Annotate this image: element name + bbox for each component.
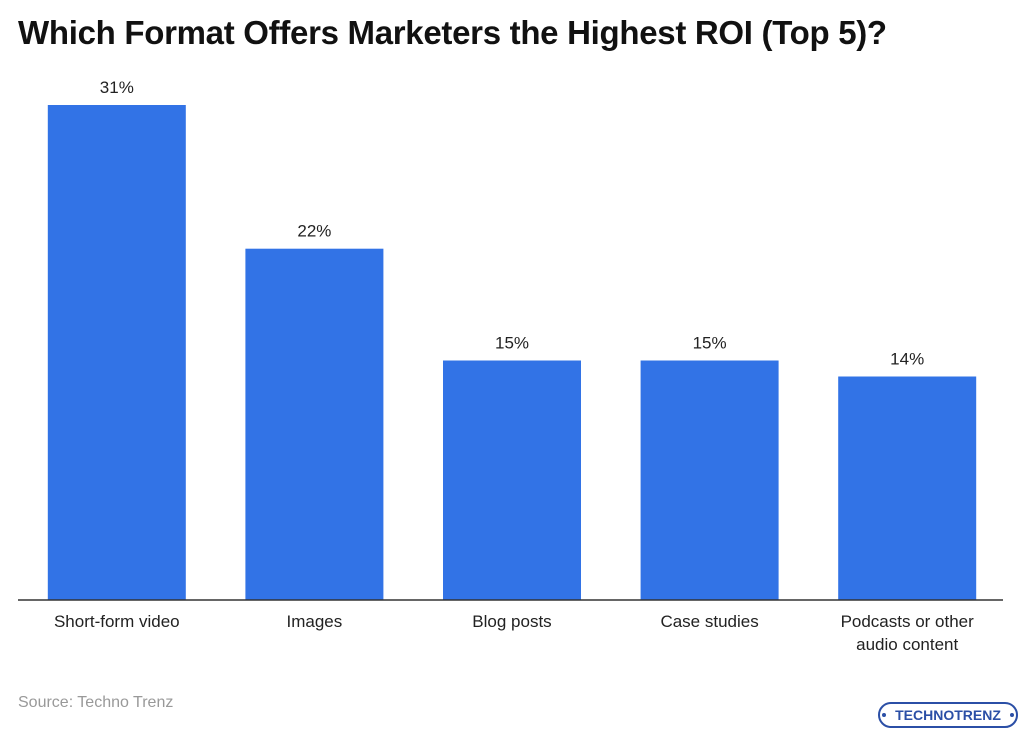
chart-title: Which Format Offers Marketers the Highes… xyxy=(18,14,887,51)
value-label-2: 15% xyxy=(495,334,529,353)
technotrenz-logo: TECHNOTRENZ xyxy=(878,702,1018,728)
category-label-line: Blog posts xyxy=(472,612,551,631)
bar-chart: 31% 22% 15% 15% 14% Short-form video Images Bl… xyxy=(18,78,1003,654)
bar-1 xyxy=(245,248,384,600)
bar-3 xyxy=(640,360,779,600)
category-label-2: Blog posts xyxy=(472,612,551,631)
category-label-line: Podcasts or other xyxy=(841,612,975,631)
bar-2 xyxy=(443,360,581,600)
value-label-4: 14% xyxy=(890,350,924,369)
bar-0 xyxy=(47,105,186,600)
svg-text:TECHNOTRENZ: TECHNOTRENZ xyxy=(895,707,1001,723)
value-label-1: 22% xyxy=(297,222,331,241)
category-label-3: Case studies xyxy=(660,612,758,631)
category-label-line: audio content xyxy=(856,635,958,654)
value-labels-group: 31% 22% 15% 15% 14% xyxy=(100,78,924,369)
bar-4 xyxy=(838,376,977,600)
bars-group xyxy=(47,105,977,600)
category-label-line: Images xyxy=(287,612,343,631)
category-labels-group: Short-form video Images Blog posts Case stu… xyxy=(54,612,974,654)
category-label-0: Short-form video xyxy=(54,612,180,631)
source-note: Source: Techno Trenz xyxy=(18,694,174,711)
value-label-0: 31% xyxy=(100,78,134,97)
category-label-line: Case studies xyxy=(660,612,758,631)
category-label-line: Short-form video xyxy=(54,612,180,631)
category-label-1: Images xyxy=(287,612,343,631)
value-label-3: 15% xyxy=(693,334,727,353)
category-label-4: Podcasts or other audio content xyxy=(841,612,975,654)
